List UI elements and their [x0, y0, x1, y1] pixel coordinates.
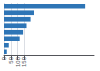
svg-text:50: 50 — [8, 56, 14, 63]
svg-text:100: 100 — [15, 56, 21, 67]
svg-text:150: 150 — [21, 56, 27, 67]
svg-text:0: 0 — [1, 56, 7, 60]
